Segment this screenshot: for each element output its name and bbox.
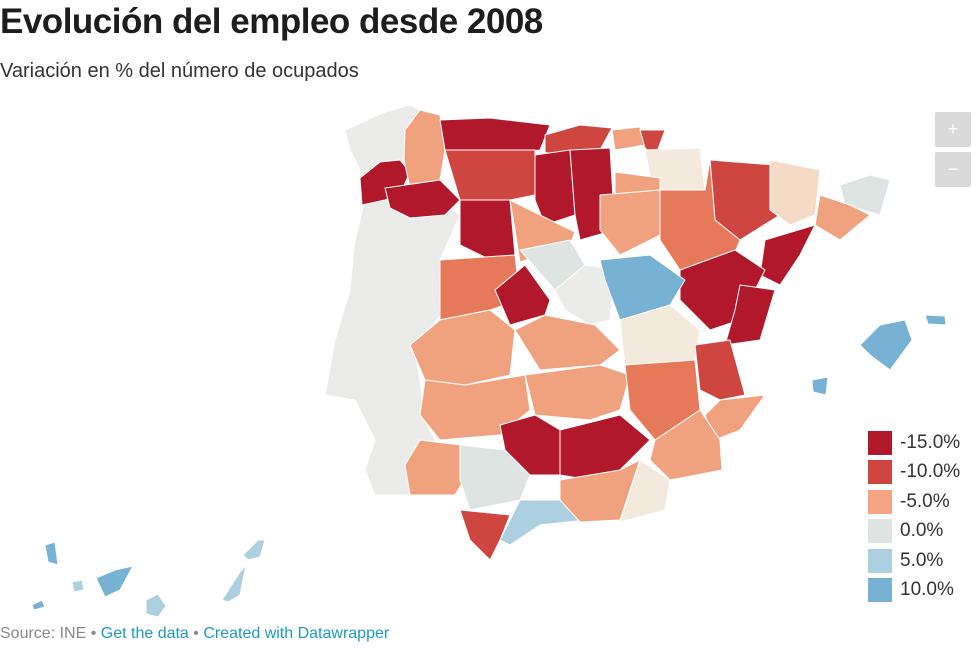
province-region[interactable] (514, 314, 621, 371)
province-region[interactable] (459, 199, 516, 263)
separator: • (188, 625, 204, 642)
get-data-link[interactable]: Get the data (100, 625, 189, 642)
province-region[interactable] (71, 579, 85, 593)
province-region[interactable] (704, 394, 766, 441)
province-region[interactable] (759, 224, 816, 286)
legend-label: -10.0% (900, 461, 961, 483)
province-region[interactable] (359, 159, 411, 206)
legend-swatch (868, 489, 892, 514)
province-region[interactable] (95, 565, 134, 598)
legend-swatch (868, 430, 892, 455)
province-region[interactable] (444, 149, 536, 201)
province-region[interactable] (814, 194, 871, 241)
legend-item: 10.0% (868, 576, 960, 606)
legend-item: 0.0% (868, 517, 960, 547)
province-region[interactable] (649, 409, 723, 481)
legend: -15.0% -10.0% -5.0% 0.0% 5.0% 10.0% (868, 428, 960, 605)
province-region[interactable] (524, 364, 631, 421)
legend-label: 10.0% (900, 579, 954, 601)
legend-swatch (868, 548, 892, 573)
province-region[interactable] (44, 541, 59, 566)
province-region[interactable] (439, 117, 551, 156)
source-text: Source: INE (0, 625, 87, 642)
province-region[interactable] (811, 376, 829, 396)
province-region[interactable] (769, 159, 821, 226)
province-region[interactable] (619, 459, 671, 523)
separator: • (86, 625, 101, 642)
zoom-out-button[interactable]: − (935, 152, 971, 187)
province-region[interactable] (459, 509, 511, 561)
legend-item: 5.0% (868, 546, 960, 576)
chart-title: Evolución del empleo desde 2008 (0, 2, 543, 41)
legend-item: -5.0% (868, 487, 960, 517)
legend-label: -5.0% (900, 490, 950, 512)
legend-swatch (868, 578, 892, 603)
legend-swatch (868, 460, 892, 485)
legend-swatch (868, 519, 892, 544)
chart-subtitle: Variación en % del número de ocupados (0, 60, 359, 82)
legend-item: -15.0% (868, 428, 960, 458)
legend-label: 0.0% (900, 520, 944, 542)
province-region[interactable] (31, 599, 46, 611)
province-region[interactable] (221, 564, 247, 603)
province-region[interactable] (494, 264, 551, 326)
legend-label: -15.0% (900, 431, 961, 453)
legend-label: 5.0% (900, 549, 944, 571)
province-region[interactable] (145, 593, 167, 618)
footer: Source: INE • Get the data • Created wit… (0, 625, 389, 643)
datawrapper-link[interactable]: Created with Datawrapper (203, 625, 390, 642)
province-region[interactable] (694, 339, 746, 401)
province-region[interactable] (242, 539, 266, 561)
province-region[interactable] (724, 284, 776, 346)
province-region[interactable] (924, 314, 947, 326)
zoom-in-button[interactable]: + (935, 112, 971, 147)
province-region[interactable] (659, 159, 741, 271)
portugal-region (554, 264, 616, 326)
province-region[interactable] (384, 179, 461, 219)
legend-item: -10.0% (868, 458, 960, 488)
province-region[interactable] (599, 189, 671, 256)
province-region[interactable] (559, 459, 641, 523)
province-region[interactable] (839, 174, 891, 216)
province-region[interactable] (403, 109, 446, 189)
province-region[interactable] (859, 319, 913, 371)
province-region[interactable] (534, 149, 576, 226)
